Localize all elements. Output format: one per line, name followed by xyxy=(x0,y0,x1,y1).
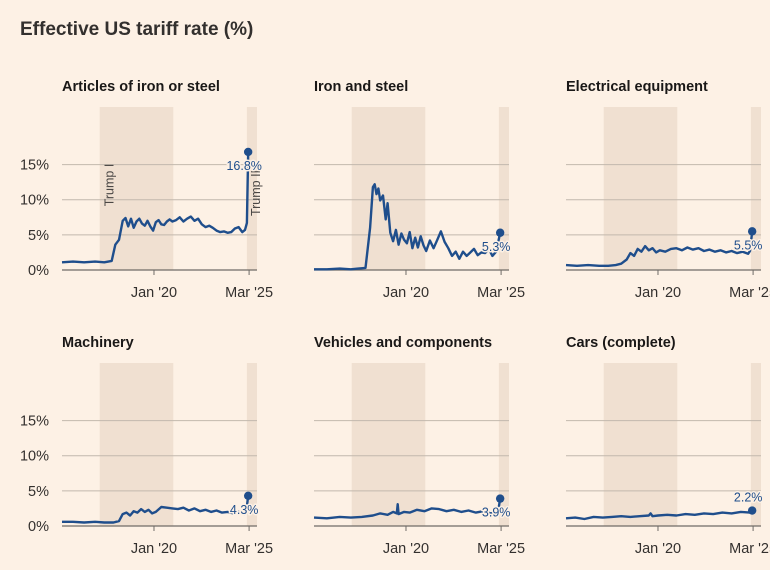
x-tick-label: Jan '20 xyxy=(635,285,681,301)
y-tick-label: 5% xyxy=(28,484,49,500)
x-tick-label: Mar '25 xyxy=(477,285,525,301)
x-tick-label: Jan '20 xyxy=(131,541,177,557)
last-value-halo: 5.3% xyxy=(482,240,511,254)
x-tick-label: Mar '25 xyxy=(477,541,525,557)
shaded-period-trump-ii xyxy=(246,363,257,526)
x-tick-label: Jan '20 xyxy=(383,285,429,301)
last-value-halo: 4.3% xyxy=(230,503,259,517)
annotation-trump-i: Trump I xyxy=(103,164,117,207)
panel-title: Vehicles and components xyxy=(314,335,492,351)
x-tick-label: Jan '20 xyxy=(635,541,681,557)
last-value-label: 3.9% xyxy=(482,506,511,520)
y-tick-label: 0% xyxy=(28,519,49,535)
series-line xyxy=(61,151,250,264)
shaded-period-trump-i xyxy=(99,107,174,270)
last-point-marker xyxy=(747,506,757,515)
x-tick-label: Mar '25 xyxy=(729,541,770,557)
panel-title: Iron and steel xyxy=(314,79,408,95)
last-point-marker xyxy=(243,147,253,157)
x-tick-label: Jan '20 xyxy=(131,285,177,301)
last-value-label: 16.8% xyxy=(226,159,261,173)
series-line xyxy=(565,509,754,521)
x-tick-label: Mar '25 xyxy=(729,285,770,301)
last-value-halo: 5.5% xyxy=(734,238,763,252)
last-value-halo: 2.2% xyxy=(734,491,763,505)
shaded-period-trump-i xyxy=(351,363,426,526)
shaded-period-trump-ii xyxy=(498,107,509,270)
panel-title: Articles of iron or steel xyxy=(62,79,220,95)
shaded-period-trump-ii xyxy=(246,107,257,270)
y-tick-label: 10% xyxy=(20,193,49,209)
shaded-period-trump-i xyxy=(99,363,174,526)
x-tick-label: Mar '25 xyxy=(225,285,273,301)
last-value-label: 5.5% xyxy=(734,238,763,252)
y-tick-label: 10% xyxy=(20,449,49,465)
last-value-label: 4.3% xyxy=(230,503,259,517)
shaded-period-trump-ii xyxy=(498,363,509,526)
y-tick-label: 5% xyxy=(28,228,49,244)
chart-title: Effective US tariff rate (%) xyxy=(20,19,253,40)
last-value-halo: 16.8% xyxy=(226,159,261,173)
series-line xyxy=(62,495,250,524)
series-line xyxy=(314,183,502,271)
last-value-halo: 3.9% xyxy=(482,506,511,520)
y-tick-label: 15% xyxy=(20,414,49,430)
last-value-label: 2.2% xyxy=(734,491,763,505)
x-tick-label: Jan '20 xyxy=(383,541,429,557)
series-line xyxy=(313,498,502,520)
last-value-label: 5.3% xyxy=(482,240,511,254)
x-tick-label: Mar '25 xyxy=(225,541,273,557)
annotation-trump-ii: Trump II xyxy=(249,170,263,216)
last-point-marker xyxy=(747,227,757,236)
y-tick-label: 15% xyxy=(20,158,49,174)
y-tick-label: 0% xyxy=(28,263,49,279)
last-point-marker xyxy=(243,491,253,500)
last-point-marker xyxy=(495,228,505,237)
panel-vehicles-and-components: Vehicles and components Jan '20 Mar '25 3.9… xyxy=(313,335,525,557)
shaded-period-trump-i xyxy=(603,107,678,270)
panel-title: Machinery xyxy=(62,335,134,351)
panel-title: Cars (complete) xyxy=(566,335,676,351)
shaded-period-trump-ii xyxy=(750,107,761,270)
panel-title: Electrical equipment xyxy=(566,79,708,95)
series-line xyxy=(565,231,754,267)
shaded-period-trump-ii xyxy=(750,363,761,526)
shaded-period-trump-i xyxy=(603,363,678,526)
panel-articles-of-iron-or-steel: Articles of iron or steel 0% 5% 10% 15% Jan '… xyxy=(20,79,273,301)
last-point-marker xyxy=(495,494,505,503)
